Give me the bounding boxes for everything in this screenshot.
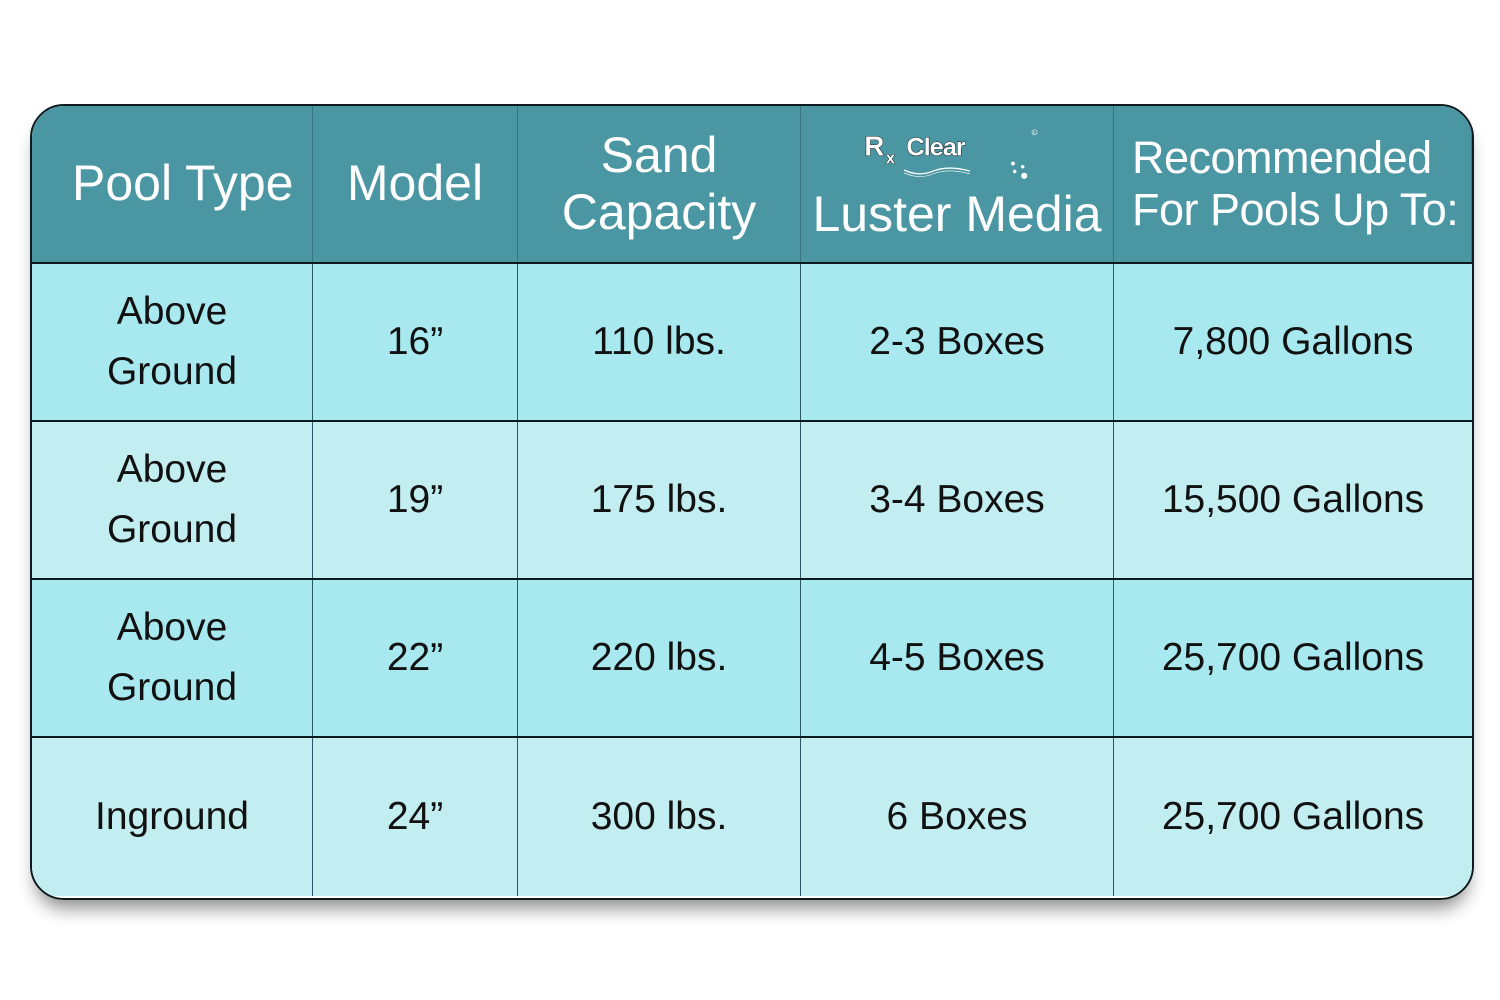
svg-text:Clear: Clear [906, 133, 965, 161]
svg-text:R: R [864, 130, 884, 161]
svg-text:x: x [886, 149, 895, 167]
